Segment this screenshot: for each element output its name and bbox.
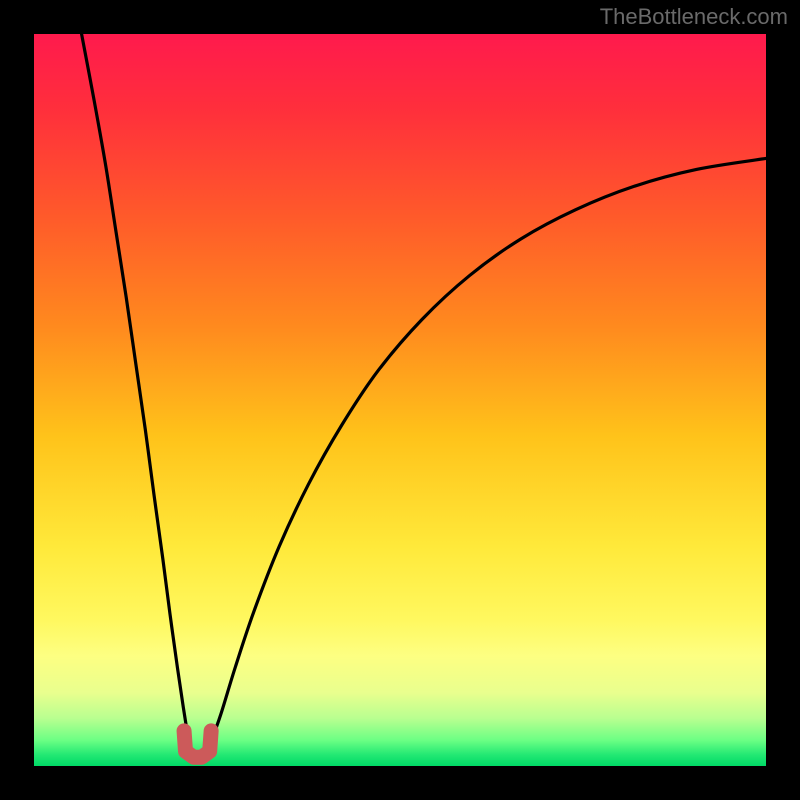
plot-background	[34, 34, 766, 766]
watermark-text: TheBottleneck.com	[600, 4, 788, 30]
bottleneck-chart	[0, 0, 800, 800]
